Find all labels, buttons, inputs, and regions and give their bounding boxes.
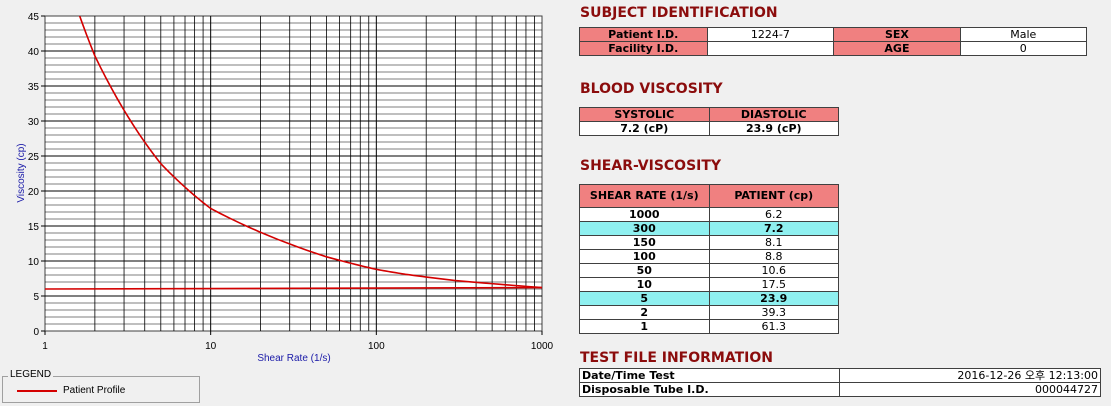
series-line-0 bbox=[78, 16, 542, 289]
systolic-value: 7.2 (cP) bbox=[579, 121, 710, 136]
blood-viscosity-title: BLOOD VISCOSITY bbox=[580, 81, 723, 97]
patient-id-value: 1224-7 bbox=[706, 27, 835, 42]
report-panel: SUBJECT IDENTIFICATION Patient I.D. 1224… bbox=[575, 0, 1111, 406]
patient-cp-cell: 10.6 bbox=[708, 263, 839, 278]
plot-area bbox=[44, 15, 543, 332]
sex-label: SEX bbox=[833, 27, 961, 42]
shear-rate-cell: 150 bbox=[579, 235, 710, 250]
table-row: 5 23.9 bbox=[579, 291, 839, 306]
legend-title: LEGEND bbox=[8, 369, 54, 380]
y-tick-label: 30 bbox=[28, 117, 40, 128]
series-line-1 bbox=[45, 286, 542, 290]
x-tick-label: 100 bbox=[368, 341, 385, 352]
shear-rate-cell: 2 bbox=[579, 305, 710, 320]
patient-cp-cell: 8.8 bbox=[708, 249, 839, 264]
subject-row: Facility I.D. AGE 0 bbox=[579, 41, 1088, 56]
table-row: 1 61.3 bbox=[579, 319, 839, 334]
chart-svg: 0 5 10 15 20 25 30 35 40 45 1 10 100 1000 Shear Rate … bbox=[16, 12, 554, 364]
patient-cp-cell: 61.3 bbox=[708, 319, 839, 334]
diastolic-label: DIASTOLIC bbox=[708, 107, 839, 122]
shear-rate-cell: 50 bbox=[579, 263, 710, 278]
x-tick-label: 1000 bbox=[531, 341, 554, 352]
tube-id-value: 000044727 bbox=[839, 382, 1101, 397]
y-axis-label: Viscosity (cp) bbox=[16, 143, 27, 202]
patient-cp-cell: 23.9 bbox=[708, 291, 839, 306]
patient-cp-header: PATIENT (cp) bbox=[708, 184, 839, 208]
subject-row: Patient I.D. 1224-7 SEX Male bbox=[579, 27, 1088, 42]
tfi-row: Disposable Tube I.D. 000044727 bbox=[579, 382, 1101, 397]
facility-id-value bbox=[706, 41, 835, 56]
patient-cp-cell: 6.2 bbox=[708, 207, 839, 222]
patient-cp-cell: 8.1 bbox=[708, 235, 839, 250]
tube-id-label: Disposable Tube I.D. bbox=[579, 382, 840, 397]
shear-viscosity-table: SHEAR RATE (1/s) PATIENT (cp) 1000 6.2 30… bbox=[579, 184, 839, 334]
diastolic-value: 23.9 (cP) bbox=[708, 121, 839, 136]
table-row: 300 7.2 bbox=[579, 221, 839, 236]
viscosity-chart: 0 5 10 15 20 25 30 35 40 45 1 10 100 1000 Shear Rate … bbox=[0, 0, 555, 368]
patient-cp-cell: 39.3 bbox=[708, 305, 839, 320]
x-axis-label: Shear Rate (1/s) bbox=[257, 353, 330, 364]
shear-rate-cell: 5 bbox=[579, 291, 710, 306]
table-row: 100 8.8 bbox=[579, 249, 839, 264]
shear-rate-cell: 1000 bbox=[579, 207, 710, 222]
y-tick-label: 5 bbox=[33, 292, 39, 303]
facility-id-label: Facility I.D. bbox=[579, 41, 708, 56]
table-row: 50 10.6 bbox=[579, 263, 839, 278]
bv-header-row: SYSTOLIC DIASTOLIC bbox=[579, 107, 839, 122]
test-file-information-title: TEST FILE INFORMATION bbox=[580, 350, 773, 366]
legend-label: Patient Profile bbox=[63, 385, 126, 396]
shear-rate-cell: 1 bbox=[579, 319, 710, 334]
sex-value: Male bbox=[959, 27, 1088, 42]
x-tick-label: 10 bbox=[205, 341, 217, 352]
legend-line-swatch bbox=[17, 390, 57, 392]
shear-rate-cell: 10 bbox=[579, 277, 710, 292]
shear-rate-cell: 300 bbox=[579, 221, 710, 236]
tfi-row: Date/Time Test 2016-12-26 오후 12:13:00 bbox=[579, 368, 1101, 383]
series-layer bbox=[45, 16, 542, 290]
age-label: AGE bbox=[833, 41, 961, 56]
y-tick-label: 25 bbox=[28, 152, 40, 163]
patient-cp-cell: 7.2 bbox=[708, 221, 839, 236]
subject-identification-title: SUBJECT IDENTIFICATION bbox=[580, 5, 778, 21]
table-row: 10 17.5 bbox=[579, 277, 839, 292]
bv-value-row: 7.2 (cP) 23.9 (cP) bbox=[579, 121, 839, 136]
datetime-label: Date/Time Test bbox=[579, 368, 840, 383]
tick-labels: 0 5 10 15 20 25 30 35 40 45 1 10 100 1000 bbox=[28, 12, 554, 352]
blood-viscosity-table: SYSTOLIC DIASTOLIC 7.2 (cP) 23.9 (cP) bbox=[579, 107, 839, 136]
x-tick-label: 1 bbox=[42, 341, 48, 352]
legend-box: LEGEND Patient Profile bbox=[2, 369, 200, 403]
subject-table: Patient I.D. 1224-7 SEX Male Facility I.… bbox=[579, 27, 1088, 56]
y-tick-label: 35 bbox=[28, 82, 40, 93]
y-tick-label: 0 bbox=[33, 327, 39, 338]
age-value: 0 bbox=[959, 41, 1088, 56]
patient-id-label: Patient I.D. bbox=[579, 27, 708, 42]
sv-header-row: SHEAR RATE (1/s) PATIENT (cp) bbox=[579, 184, 839, 208]
datetime-value: 2016-12-26 오후 12:13:00 bbox=[839, 368, 1101, 383]
patient-cp-cell: 17.5 bbox=[708, 277, 839, 292]
y-tick-label: 20 bbox=[28, 187, 40, 198]
y-tick-label: 40 bbox=[28, 47, 40, 58]
y-tick-label: 10 bbox=[28, 257, 40, 268]
y-tick-label: 15 bbox=[28, 222, 40, 233]
shear-rate-header: SHEAR RATE (1/s) bbox=[579, 184, 710, 208]
test-file-table: Date/Time Test 2016-12-26 오후 12:13:00 Di… bbox=[579, 368, 1101, 397]
shear-viscosity-title: SHEAR-VISCOSITY bbox=[580, 158, 722, 174]
table-row: 150 8.1 bbox=[579, 235, 839, 250]
table-row: 2 39.3 bbox=[579, 305, 839, 320]
shear-rate-cell: 100 bbox=[579, 249, 710, 264]
y-tick-label: 45 bbox=[28, 12, 40, 23]
systolic-label: SYSTOLIC bbox=[579, 107, 710, 122]
table-row: 1000 6.2 bbox=[579, 207, 839, 222]
